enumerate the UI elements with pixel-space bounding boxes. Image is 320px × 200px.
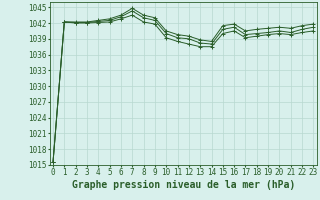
- X-axis label: Graphe pression niveau de la mer (hPa): Graphe pression niveau de la mer (hPa): [72, 180, 295, 190]
